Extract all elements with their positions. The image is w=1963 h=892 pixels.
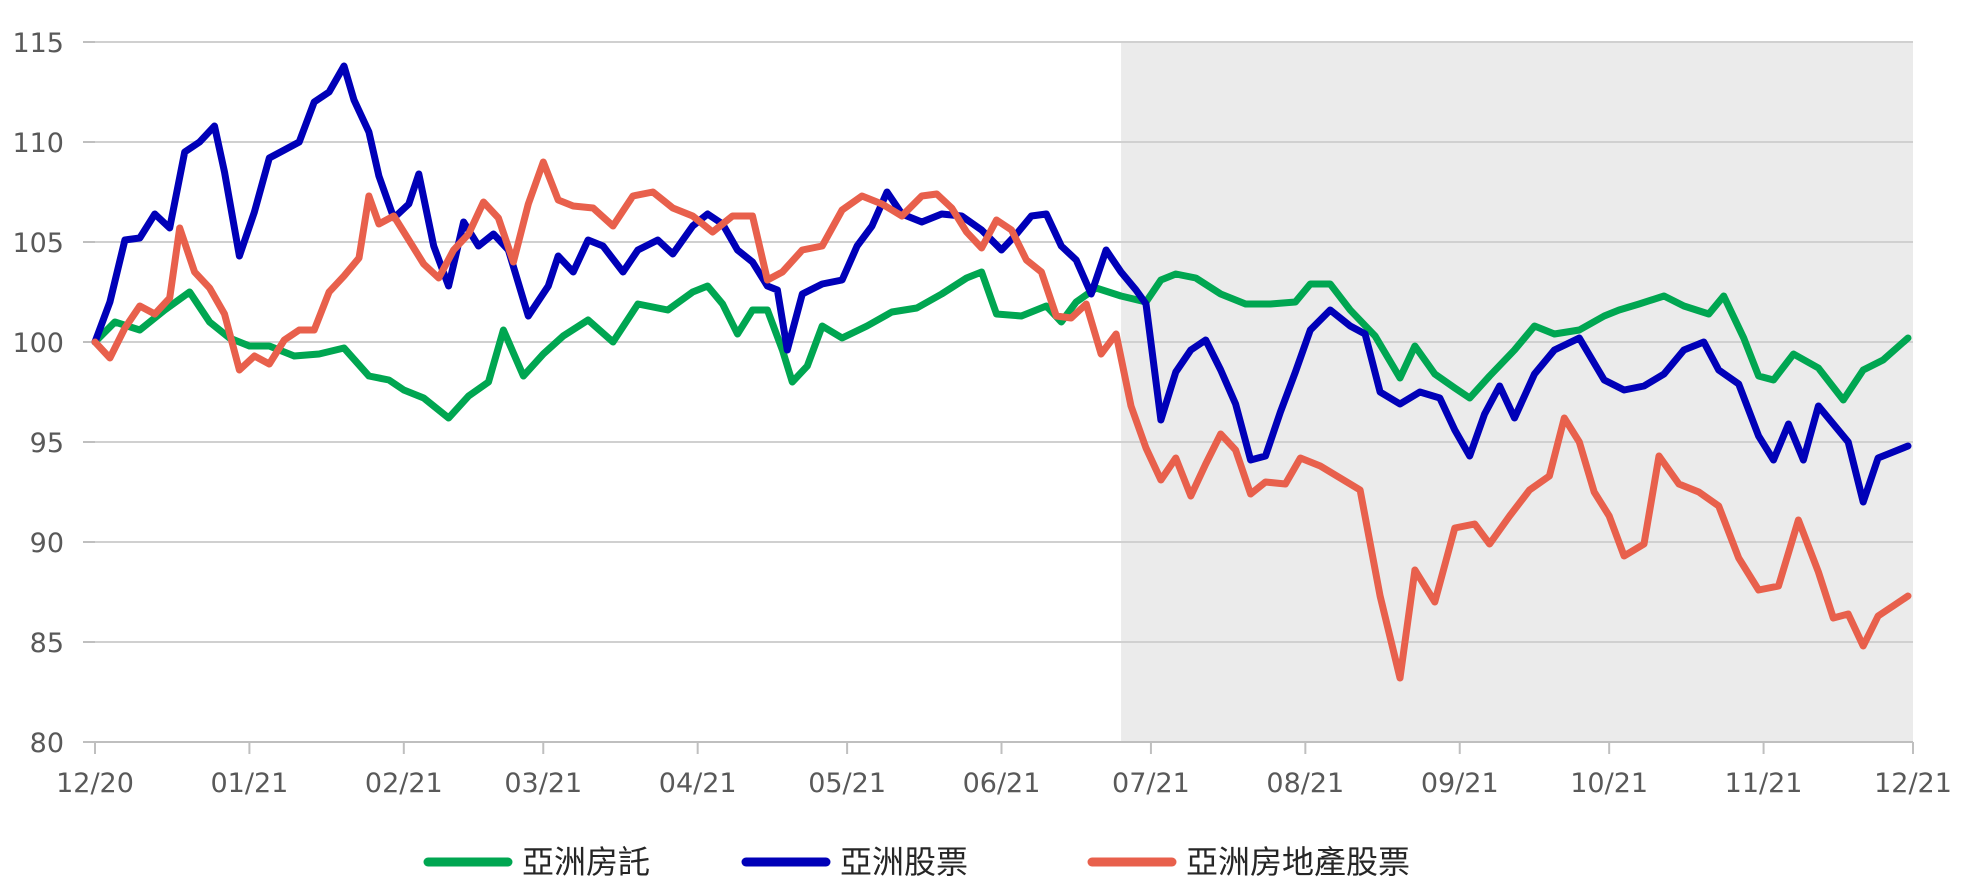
x-tick-label: 06/21 [963,768,1041,799]
series-line-2 [91,62,1912,506]
y-tick-label: 110 [12,128,64,159]
y-tick-label: 90 [30,528,64,559]
series-lines [91,62,1912,682]
y-tick-label: 85 [30,628,64,659]
x-tick-label: 12/20 [56,768,134,799]
y-tick-label: 100 [12,328,64,359]
y-tick-label: 95 [30,428,64,459]
series-line-1 [91,268,1912,422]
x-tick-label: 04/21 [659,768,737,799]
x-tick-label: 01/21 [210,768,288,799]
x-tick-label: 11/21 [1725,768,1803,799]
x-tick-label: 05/21 [808,768,886,799]
y-tick-label: 80 [30,728,64,759]
x-tick-label: 08/21 [1266,768,1344,799]
x-tick-label: 12/21 [1874,768,1952,799]
y-tick-label: 115 [12,28,64,59]
x-tick-label: 07/21 [1112,768,1190,799]
legend-label-2: 亞洲股票 [840,843,968,881]
series-line-3 [91,158,1912,682]
y-tick-label: 105 [12,228,64,259]
legend-label-1: 亞洲房託 [522,843,650,881]
legend-label-3: 亞洲房地產股票 [1186,843,1410,881]
legend: 亞洲房託 亞洲股票 亞洲房地產股票 [423,843,1410,881]
x-tick-label: 03/21 [504,768,582,799]
x-tick-label: 09/21 [1421,768,1499,799]
axes: 80 85 90 95 100 105 110 115 12/20 01/21 02/21 03/21… [12,28,1951,799]
x-tick-label: 10/21 [1570,768,1648,799]
shaded-region [1121,42,1913,742]
shaded-region-layer [1121,42,1913,742]
x-tick-label: 02/21 [365,768,443,799]
gridlines [95,41,1913,643]
